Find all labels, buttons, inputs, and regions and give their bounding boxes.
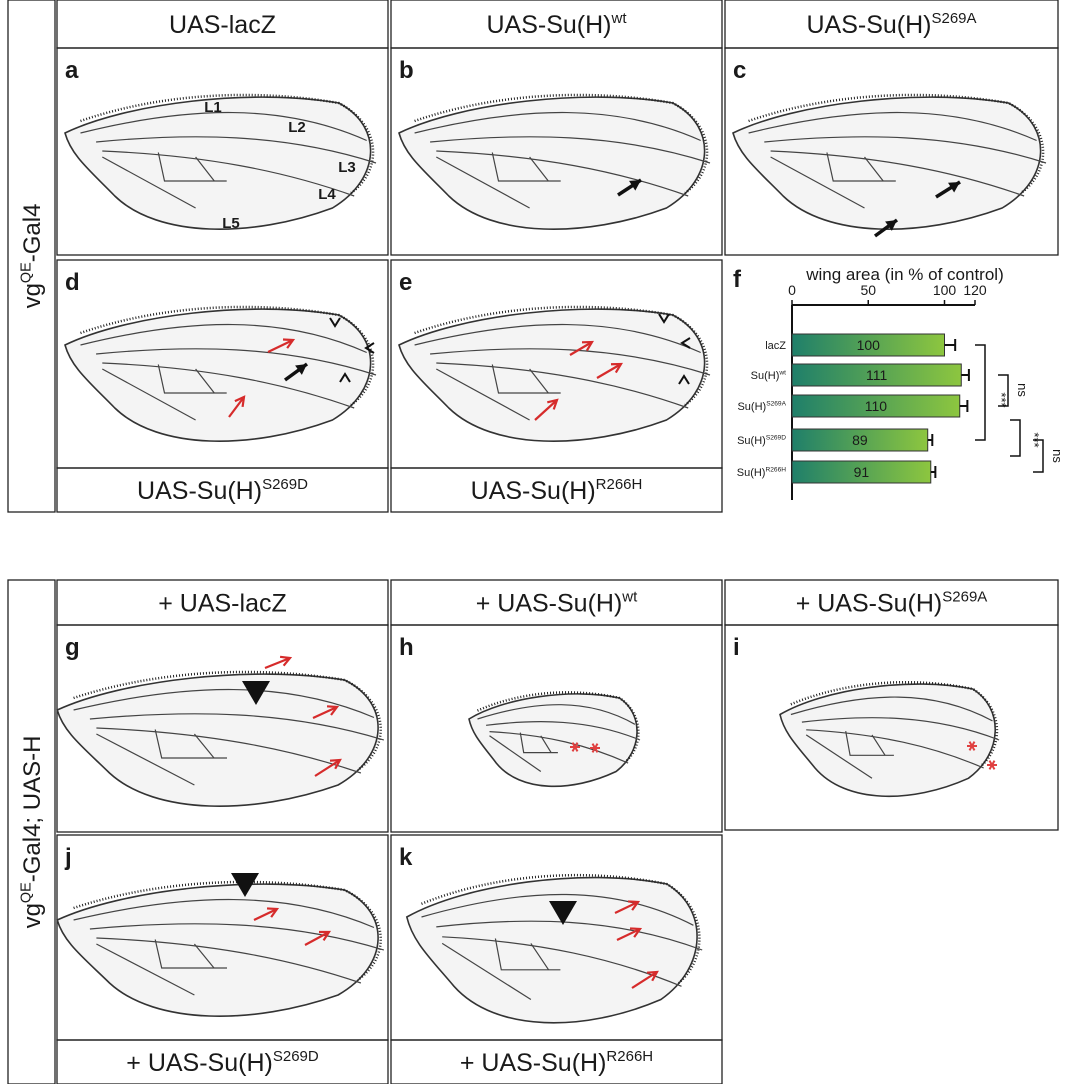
label-part: lacZ [765,340,786,352]
vein-label: L4 [318,186,336,203]
panel-letter: f [733,266,742,293]
label-part: UAS-Su(H) [486,11,611,39]
error-bar [945,339,956,351]
category-label: lacZ [765,340,786,352]
label-part: S269A [766,401,786,408]
wing [780,684,995,796]
panel-title: UAS-Su(H)wt [486,10,627,39]
panel-letter: j [64,844,72,871]
panel-title: + UAS-Su(H)R266H [460,1048,653,1077]
figure: vgQE-Gal4vgQE-Gal4; UAS-HUAS-lacZaUAS-Su… [0,0,1073,1084]
panel-letter: b [399,57,414,84]
x-tick-label: 0 [788,282,796,298]
label-part: + UAS-Su(H) [460,1049,607,1077]
label-part: UAS-Su(H) [471,477,596,505]
label-part: UAS-Su(H) [137,477,262,505]
label-part: wt [621,589,638,606]
wing [65,309,371,441]
label-part: wt [611,10,628,27]
panel-letter: a [65,57,79,84]
label-part: QE [18,882,34,903]
label-part: wt [778,370,786,377]
panel-title: + UAS-Su(H)S269A [796,589,988,618]
label-part: R266H [596,476,643,493]
panel-title: + UAS-Su(H)S269D [126,1048,319,1077]
label-part: S269D [273,1048,319,1065]
wing [733,97,1041,229]
panel-title: + UAS-Su(H)wt [476,589,638,618]
x-tick-label: 50 [860,282,876,298]
label-part: S269A [942,589,987,606]
panel-title: UAS-lacZ [169,11,276,39]
label-part: S269A [931,10,976,27]
panel-title: UAS-Su(H)S269A [806,10,976,39]
wing [407,878,697,1023]
error-bar [931,466,936,478]
value-label: 91 [854,464,870,480]
error-bar [928,434,933,446]
value-label: 89 [852,432,868,448]
wing [399,97,705,229]
label-part: + UAS-lacZ [158,590,287,618]
panel-letter: k [399,844,413,871]
wing [65,97,371,229]
vein-label: L3 [338,159,356,176]
label-part: vg [19,283,46,308]
label-part: + UAS-Su(H) [476,590,623,618]
panel-title: UAS-Su(H)S269D [137,476,308,505]
label-part: Su(H) [737,467,766,479]
panel-title: UAS-Su(H)R266H [471,476,643,505]
label-part: -Gal4 [19,204,46,263]
label-part: + UAS-Su(H) [126,1049,273,1077]
value-label: 110 [865,398,888,414]
value-label: 111 [866,367,887,383]
row-label: vgQE-Gal4 [18,204,46,309]
significance-label: ns [1050,449,1065,463]
panel-letter: h [399,634,414,661]
category-label: Su(H)S269D [737,435,786,447]
panel-letter: g [65,634,80,661]
panel-letter: i [733,634,740,661]
significance-bracket [1010,420,1020,456]
label-part: UAS-Su(H) [806,11,931,39]
category-label: Su(H)wt [751,370,786,382]
error-bar [961,369,969,381]
significance-bracket [975,345,985,440]
label-part: + UAS-Su(H) [796,590,943,618]
wing [57,674,378,806]
row-label: vgQE-Gal4; UAS-H [18,736,46,929]
label-part: vg [19,903,46,928]
wing [469,694,637,786]
value-label: 100 [857,337,881,353]
wing [57,884,378,1016]
significance-label: ns [1015,383,1030,397]
vein-label: L5 [222,215,240,232]
label-part: Su(H) [737,401,766,413]
panel-letter: e [399,269,412,296]
label-part: R266H [765,467,786,474]
vein-label: L2 [288,119,306,136]
panel-letter: c [733,57,746,84]
panel-title: + UAS-lacZ [158,590,287,618]
panel-letter: d [65,269,80,296]
label-part: S269D [262,476,308,493]
vein-label: L1 [204,99,222,116]
wing [399,309,705,441]
label-part: S269D [766,435,786,442]
category-label: Su(H)S269A [737,401,786,413]
label-part: Su(H) [751,370,780,382]
label-part: Su(H) [737,435,766,447]
category-label: Su(H)R266H [737,467,786,479]
label-part: QE [18,262,34,283]
label-part: -Gal4; UAS-H [19,736,46,883]
x-tick-label: 100 [933,282,957,298]
x-tick-label: 120 [963,282,987,298]
label-part: UAS-lacZ [169,11,276,39]
label-part: R266H [606,1048,653,1065]
error-bar [960,400,968,412]
